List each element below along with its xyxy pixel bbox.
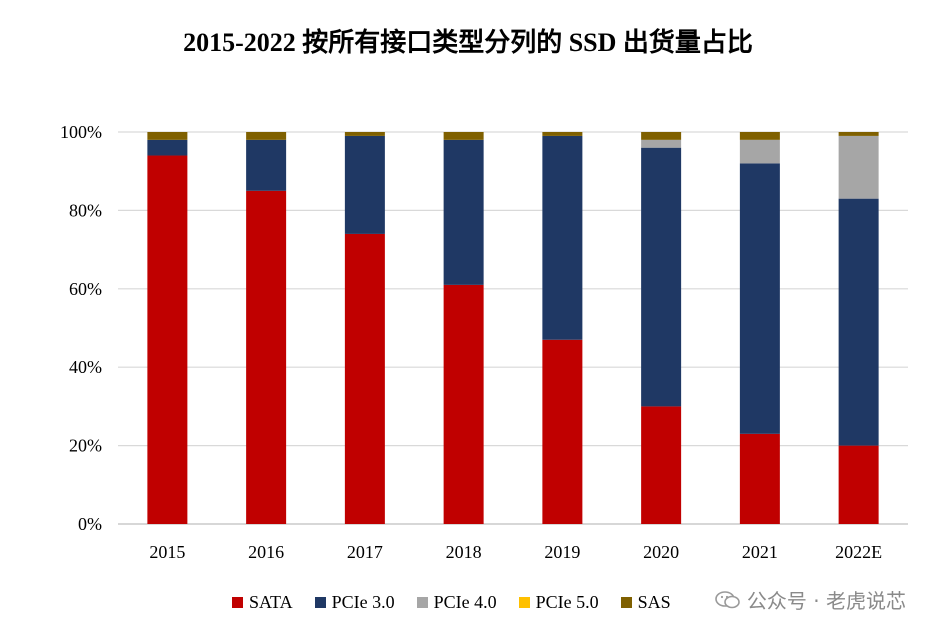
legend-swatch-sata — [232, 597, 243, 608]
bar-segment-sas — [246, 132, 287, 140]
legend-label-sata: SATA — [249, 592, 293, 612]
watermark-text: 公众号 · 老虎说芯 — [746, 589, 906, 613]
bar-segment-sas — [443, 132, 484, 140]
bar-segment-sata — [542, 339, 583, 524]
legend-item-sas: SAS — [620, 592, 671, 613]
x-tick-label: 2019 — [544, 542, 580, 562]
legend-swatch-pcie3 — [314, 597, 326, 608]
x-tick-label: 2018 — [446, 542, 482, 562]
legend-swatch-pcie5 — [518, 597, 530, 608]
bar-segment-sata — [443, 284, 484, 524]
legend-label-pcie3: PCIe 3.0 — [331, 592, 395, 612]
bar-segment-pcie30 — [147, 139, 188, 156]
legend-item-pcie5: PCIe 5.0 — [518, 592, 599, 613]
bar-segment-sas — [542, 132, 583, 136]
y-tick-label: 40% — [69, 357, 102, 377]
wechat-icon — [715, 590, 741, 610]
watermark: 公众号 · 老虎说芯 — [715, 585, 906, 614]
bar-segment-pcie40 — [739, 139, 780, 164]
bar-segment-sas — [344, 132, 385, 136]
bar-segment-sas — [838, 132, 879, 136]
bar-segment-sas — [641, 132, 682, 140]
bar-segment-pcie40 — [838, 135, 879, 199]
x-tick-label: 2017 — [347, 542, 383, 562]
bar-segment-sata — [739, 433, 780, 524]
chart-legend: SATA PCIe 3.0 PCIe 4.0 PCIe 5.0 SAS — [232, 592, 693, 613]
y-tick-label: 0% — [78, 514, 102, 534]
chart-title: 2015-2022 按所有接口类型分列的 SSD 出货量占比 — [183, 28, 753, 57]
legend-swatch-pcie4 — [416, 597, 428, 608]
x-tick-label: 2016 — [248, 542, 284, 562]
legend-item-sata: SATA — [232, 592, 293, 613]
legend-label-pcie5: PCIe 5.0 — [535, 592, 599, 612]
bar-segment-pcie30 — [641, 147, 682, 407]
x-tick-label: 2021 — [742, 542, 778, 562]
bar-segment-sas — [739, 132, 780, 140]
bar-segment-sas — [147, 132, 188, 140]
x-tick-label: 2015 — [149, 542, 185, 562]
legend-item-pcie3: PCIe 3.0 — [314, 592, 395, 613]
legend-item-pcie4: PCIe 4.0 — [416, 592, 497, 613]
bar-segment-pcie30 — [542, 135, 583, 340]
bar-segment-sata — [641, 406, 682, 524]
y-tick-label: 80% — [69, 200, 102, 220]
bar-segment-sata — [246, 190, 287, 525]
x-tick-label: 2022E — [835, 542, 882, 562]
legend-swatch-sas — [620, 597, 632, 608]
legend-label-sas: SAS — [637, 592, 671, 612]
bar-segment-pcie30 — [739, 163, 780, 434]
bar-segment-pcie30 — [344, 135, 385, 234]
x-tick-label: 2020 — [643, 542, 679, 562]
y-tick-label: 60% — [69, 279, 102, 299]
y-tick-label: 20% — [69, 436, 102, 456]
y-tick-label: 100% — [60, 122, 102, 142]
bar-segment-pcie30 — [443, 139, 484, 285]
bar-segment-pcie30 — [838, 198, 879, 446]
bar-segment-sata — [838, 445, 879, 524]
bar-segment-pcie30 — [246, 139, 287, 191]
bar-segment-sata — [147, 155, 188, 524]
legend-label-pcie4: PCIe 4.0 — [433, 592, 497, 612]
bar-segment-pcie40 — [641, 139, 682, 148]
bar-segment-sata — [344, 233, 385, 525]
